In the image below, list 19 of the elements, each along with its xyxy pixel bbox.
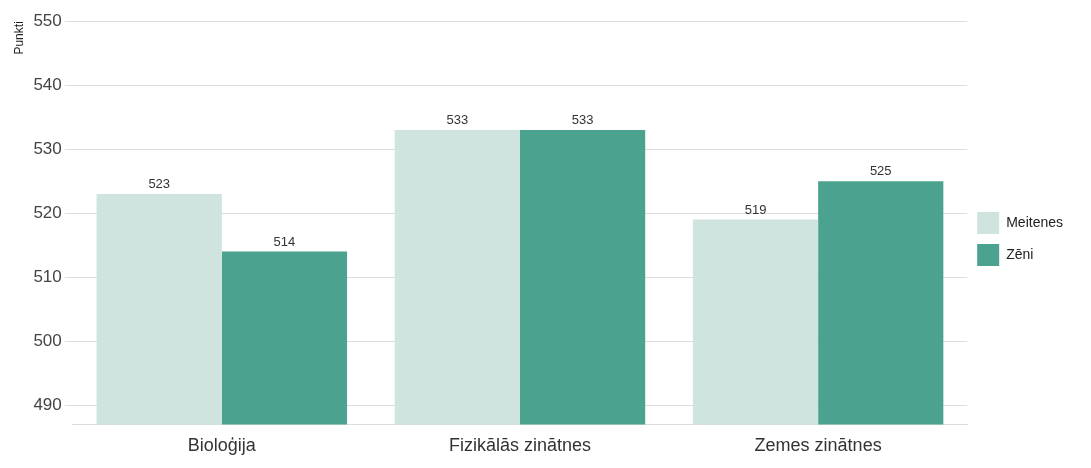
y-tick-label: 530: [33, 138, 62, 158]
data-label: 519: [744, 201, 767, 217]
x-tick-label: Fizikālās zinātnes: [448, 435, 592, 456]
legend-label: Zēni: [1006, 245, 1034, 262]
y-tick-label: 550: [33, 10, 62, 30]
y-tick-label: 490: [33, 394, 62, 414]
data-label: 533: [571, 112, 594, 128]
y-tick-label: 510: [33, 266, 62, 286]
data-label: 514: [273, 233, 296, 249]
legend-label: Meitenes: [1006, 213, 1064, 230]
y-tick-label: 540: [33, 74, 62, 94]
y-tick-label: 500: [33, 330, 62, 350]
data-label: 525: [869, 163, 892, 179]
data-label: 533: [446, 112, 469, 128]
x-tick-label: Zemes zinātnes: [754, 435, 882, 456]
data-label: 523: [148, 176, 171, 192]
y-axis-title: Punkti: [11, 21, 26, 55]
y-tick-label: 520: [33, 202, 62, 222]
x-tick-label: Bioloģija: [187, 435, 257, 456]
